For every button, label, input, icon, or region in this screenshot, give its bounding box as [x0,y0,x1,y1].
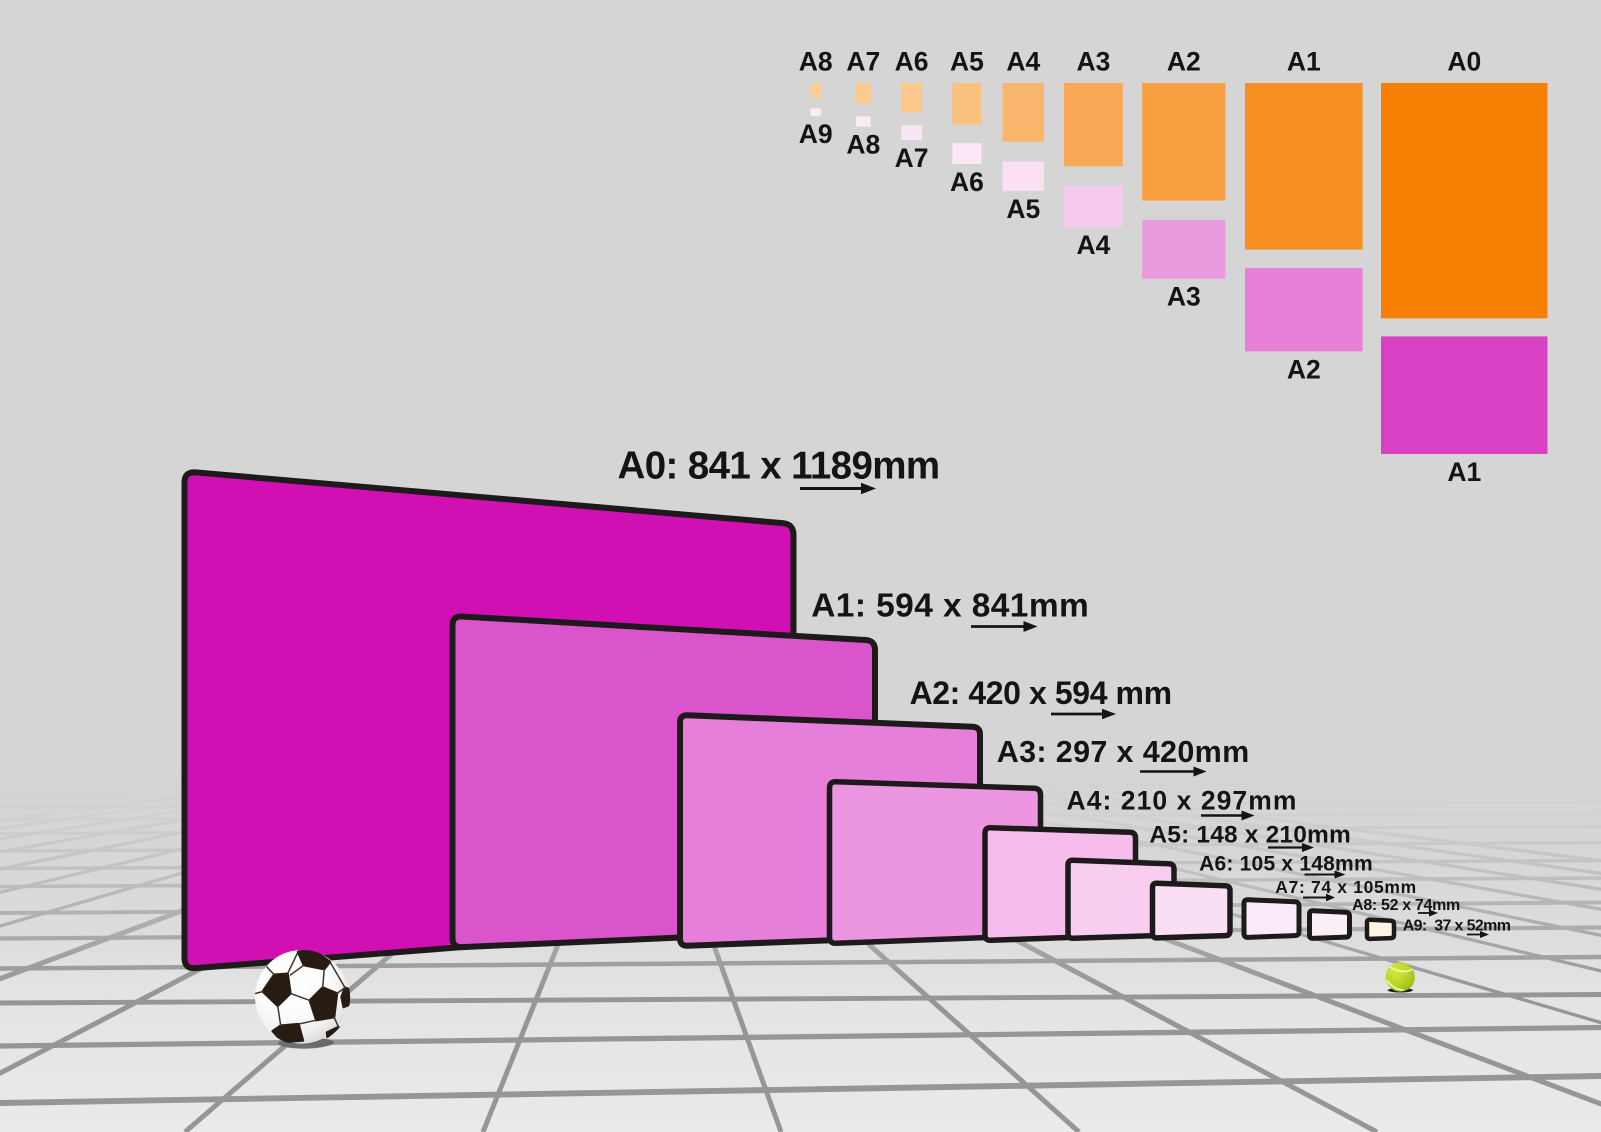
svg-text:A0: 841 x 1189mm: A0: 841 x 1189mm [618,445,940,488]
svg-text:A2: A2 [1167,47,1201,77]
svg-text:A7: A7 [846,47,880,77]
svg-text:A9: A9 [799,119,833,149]
svg-text:A4: A4 [1006,47,1040,77]
svg-text:A7: A7 [895,143,929,173]
svg-text:A1: A1 [1287,47,1321,77]
svg-text:A1: 594 x 841mm: A1: 594 x 841mm [811,588,1089,625]
svg-text:A4: 210 x 297mm: A4: 210 x 297mm [1067,786,1298,816]
svg-text:A6: A6 [950,167,984,197]
svg-text:A3: A3 [1076,47,1110,77]
svg-text:A8: 52 x 74mm: A8: 52 x 74mm [1352,897,1460,914]
svg-text:A8: A8 [846,130,880,160]
svg-text:A5: 148 x 210mm: A5: 148 x 210mm [1149,822,1351,849]
svg-text:A6: A6 [895,47,929,77]
svg-text:A1: A1 [1447,457,1481,487]
svg-text:A3: 297 x 420mm: A3: 297 x 420mm [997,735,1250,769]
svg-text:A5: A5 [950,47,984,77]
svg-text:A0: A0 [1447,47,1481,77]
svg-text:A3: A3 [1167,282,1201,312]
svg-text:A5: A5 [1006,194,1040,224]
svg-text:A7: 74 x 105mm: A7: 74 x 105mm [1275,877,1417,897]
svg-text:A8: A8 [799,47,833,77]
svg-text:A4: A4 [1076,230,1110,260]
svg-text:A2: 420 x 594 mm: A2: 420 x 594 mm [910,675,1172,711]
svg-text:A6: 105 x 148mm: A6: 105 x 148mm [1199,853,1373,876]
svg-text:A9: 37 x 52mm: A9: 37 x 52mm [1403,918,1511,935]
svg-text:A2: A2 [1287,354,1321,384]
